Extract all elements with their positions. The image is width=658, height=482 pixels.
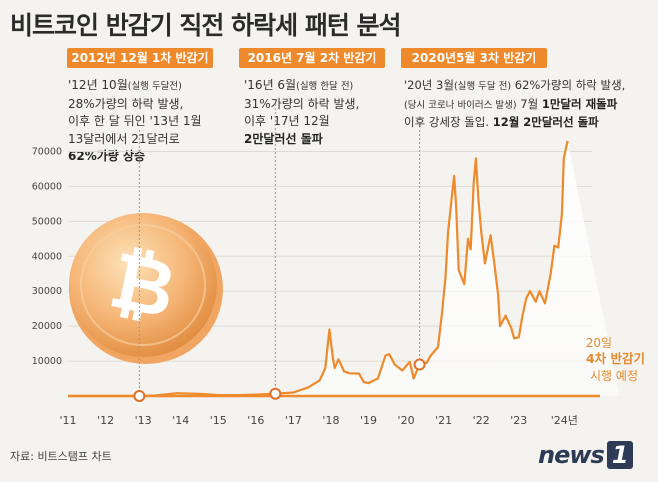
note-text: (당시 코로나 바이러스 발생) [404, 99, 517, 111]
note-line: 이후 한 달 뒤인 '13년 1월 [68, 113, 202, 131]
note-text: 7월 [516, 96, 542, 111]
note-line: (당시 코로나 바이러스 발생) 7월 1만달러 재돌파 [404, 96, 625, 115]
halving-guide-lines [138, 100, 421, 396]
x-axis-ticks: '11 '12 '13 '14 '15 '16 '17 '18 '19 '20 '21 '22 '23 '… [59, 414, 577, 427]
note-text: 31%가량의 하락 발생, [244, 96, 360, 111]
x-tick-label: '18 [322, 414, 339, 427]
x-tick-label: '22 [473, 414, 490, 427]
y-tick-label: 70000 [32, 146, 62, 157]
note-text: 62%가량의 하락 발생, [511, 78, 626, 92]
note-text: 28%가량의 하락 발생, [68, 96, 184, 111]
note-line: '12년 10월(실행 두달전) [68, 77, 202, 96]
y-tick-label: 10000 [32, 356, 62, 367]
note-text: '12년 10월 [68, 78, 128, 92]
source-note: 자료: 비트스탬프 차트 [10, 450, 112, 463]
halving-markers [133, 358, 426, 402]
upcoming-halving-status: 시행 예정 [590, 368, 638, 383]
note-text: 62%가량 상승 [68, 149, 146, 163]
y-axis-ticks: 10000 20000 30000 40000 50000 60000 70000 [32, 146, 62, 367]
note-line: 이후 강세장 돌입. 12월 2만달러선 돌파 [404, 114, 625, 132]
halving-1-badge: 2012년 12월 1차 반감기 [67, 48, 213, 68]
note-line: 62%가량 상승 [68, 148, 202, 166]
x-tick-label: '21 [435, 414, 452, 427]
y-tick-label: 50000 [32, 216, 62, 227]
halving-2-note: '16년 6월(실행 한달 전) 31%가량의 하락 발생, 이후 '17년 12월… [244, 77, 359, 148]
note-text: 이후 강세장 돌입. [404, 115, 493, 129]
note-line: 31%가량의 하락 발생, [244, 96, 359, 114]
x-tick-label: '11 [59, 414, 76, 427]
price-series-line [68, 140, 569, 398]
y-tick-label: 30000 [32, 286, 62, 297]
note-line: 13달러에서 21달러로 [68, 131, 202, 149]
note-text: 이후 '17년 12월 [244, 114, 330, 128]
x-tick-label: '12 [97, 414, 114, 427]
halving-3-note: '20년 3월(실행 두달 전) 62%가량의 하락 발생, (당시 코로나 바이… [404, 77, 625, 132]
note-text: 이후 한 달 뒤인 '13년 1월 [68, 114, 202, 128]
x-tick-label: '14 [172, 414, 189, 427]
halving-marker [133, 389, 146, 402]
y-tick-label: 20000 [32, 321, 62, 332]
note-line: 2만달러선 돌파 [244, 131, 359, 149]
x-tick-label: '13 [135, 414, 152, 427]
note-text: 12월 2만달러선 돌파 [492, 115, 599, 129]
note-text: (실행 한달 전) [296, 81, 354, 92]
x-tick-label: '24년 [551, 414, 578, 427]
note-text: (실행 두달 전) [453, 81, 512, 92]
note-line: 28%가량의 하락 발생, [68, 96, 202, 114]
halving-2-badge: 2016년 7월 2차 반감기 [239, 48, 385, 68]
x-tick-label: '16 [247, 414, 264, 427]
note-text: 13달러에서 21달러로 [68, 131, 180, 146]
note-line: '16년 6월(실행 한달 전) [244, 77, 359, 96]
note-text: '16년 6월 [244, 78, 297, 92]
note-line: 이후 '17년 12월 [244, 113, 359, 131]
news1-logo: news 1 [538, 441, 633, 469]
upcoming-halving-day: 20일 [586, 336, 612, 350]
x-tick-label: '17 [285, 414, 302, 427]
halving-1-note: '12년 10월(실행 두달전) 28%가량의 하락 발생, 이후 한 달 뒤인 '… [68, 77, 202, 166]
halving-3-badge: 2020년5월 3차 반감기 [401, 48, 547, 68]
price-area [68, 141, 620, 396]
halving-marker [269, 387, 282, 400]
halving-marker [413, 358, 426, 371]
note-text: (실행 두달전) [127, 81, 182, 92]
page-title: 비트코인 반감기 직전 하락세 패턴 분석 [10, 11, 402, 40]
x-tick-label: '15 [210, 414, 227, 427]
note-text: '20년 3월 [404, 78, 454, 92]
note-line: '20년 3월(실행 두달 전) 62%가량의 하락 발생, [404, 77, 625, 96]
y-tick-label: 40000 [32, 251, 62, 262]
x-tick-label: '19 [360, 414, 377, 427]
note-text: 1만달러 재돌파 [541, 96, 618, 111]
x-tick-label: '20 [398, 414, 415, 427]
note-text: 2만달러선 돌파 [244, 131, 323, 146]
bitcoin-coin-icon: ₿ [69, 213, 223, 364]
y-tick-label: 60000 [32, 181, 62, 192]
upcoming-halving-label: 4차 반감기 [586, 351, 645, 366]
x-tick-label: '23 [510, 414, 527, 427]
